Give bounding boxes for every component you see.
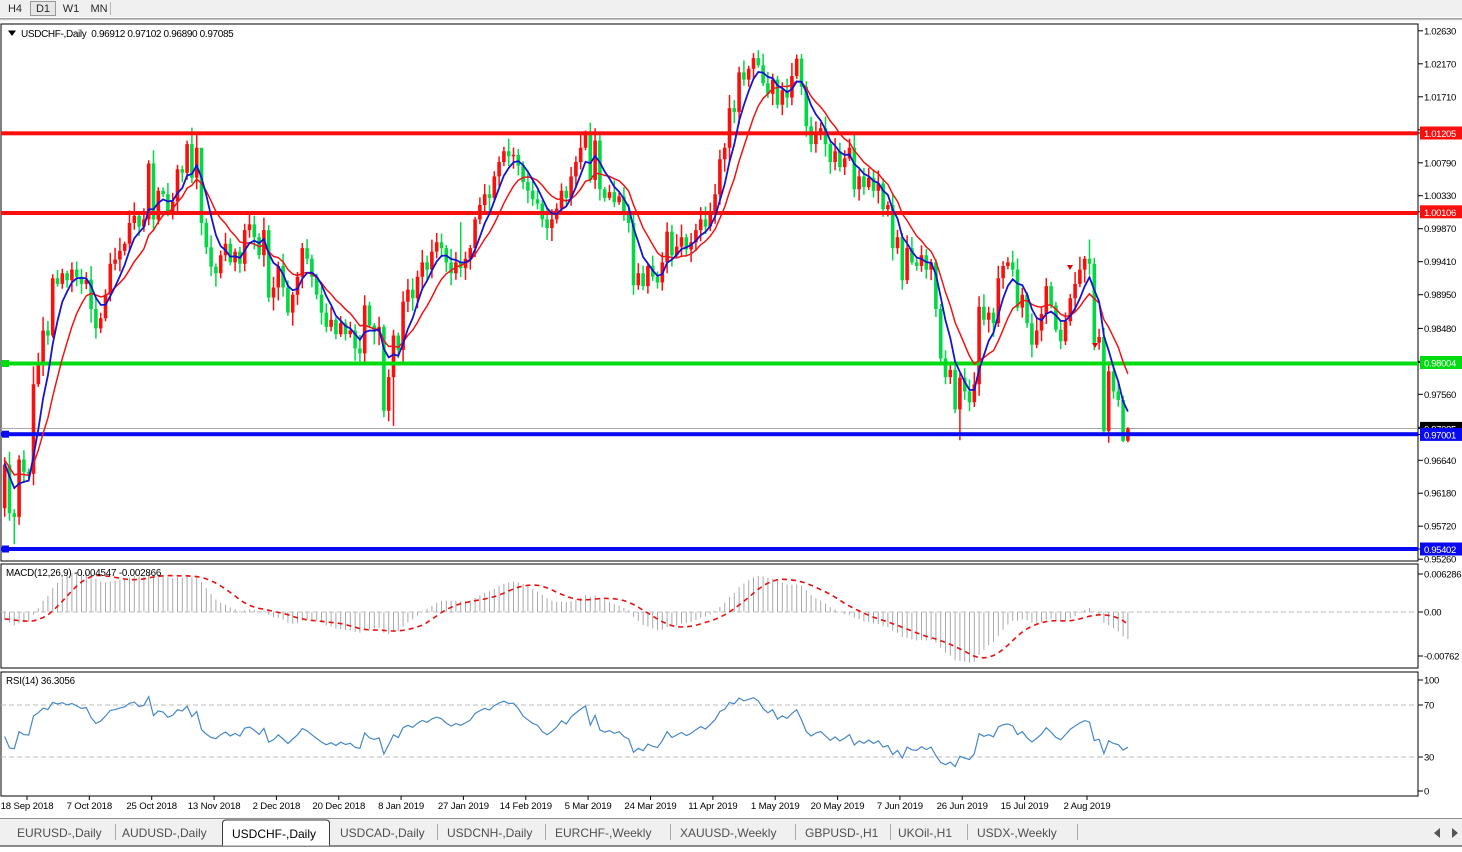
- svg-text:20 Dec 2018: 20 Dec 2018: [312, 801, 365, 812]
- svg-text:0.95720: 0.95720: [1424, 522, 1456, 533]
- svg-text:0.00: 0.00: [1424, 608, 1441, 619]
- svg-text:H4: H4: [8, 3, 22, 15]
- svg-text:0.95402: 0.95402: [1424, 545, 1456, 556]
- svg-text:AUDUSD-,Daily: AUDUSD-,Daily: [122, 826, 207, 840]
- svg-text:0.97001: 0.97001: [1424, 430, 1456, 441]
- svg-text:7 Jun 2019: 7 Jun 2019: [877, 801, 923, 812]
- svg-text:USDX-,Weekly: USDX-,Weekly: [977, 826, 1057, 840]
- svg-text:1.02170: 1.02170: [1424, 59, 1456, 70]
- svg-text:MN: MN: [90, 3, 107, 15]
- svg-text:20 May 2019: 20 May 2019: [811, 801, 865, 812]
- svg-text:8 Jan 2019: 8 Jan 2019: [378, 801, 424, 812]
- svg-text:13 Nov 2018: 13 Nov 2018: [188, 801, 241, 812]
- svg-text:30: 30: [1424, 753, 1434, 764]
- svg-text:0.95260: 0.95260: [1424, 555, 1456, 566]
- svg-text:1.01710: 1.01710: [1424, 92, 1456, 103]
- svg-text:1.00106: 1.00106: [1424, 208, 1456, 219]
- svg-text:USDCAD-,Daily: USDCAD-,Daily: [340, 826, 425, 840]
- svg-text:1.00790: 1.00790: [1424, 158, 1456, 169]
- svg-text:11 Apr 2019: 11 Apr 2019: [688, 801, 737, 812]
- svg-text:24 Mar 2019: 24 Mar 2019: [624, 801, 676, 812]
- svg-text:GBPUSD-,H1: GBPUSD-,H1: [805, 826, 879, 840]
- svg-text:0.96180: 0.96180: [1424, 489, 1456, 500]
- svg-text:0.96640: 0.96640: [1424, 456, 1456, 467]
- svg-text:14 Feb 2019: 14 Feb 2019: [500, 801, 552, 812]
- svg-text:2 Aug 2019: 2 Aug 2019: [1063, 801, 1110, 812]
- svg-text:70: 70: [1424, 701, 1434, 712]
- svg-text:0.99870: 0.99870: [1424, 224, 1456, 235]
- svg-text:0.98480: 0.98480: [1424, 324, 1456, 335]
- svg-text:0.006286: 0.006286: [1424, 570, 1461, 581]
- svg-text:1 May 2019: 1 May 2019: [751, 801, 800, 812]
- svg-text:25 Oct 2018: 25 Oct 2018: [126, 801, 177, 812]
- svg-text:0: 0: [1424, 787, 1429, 798]
- svg-text:5 Mar 2019: 5 Mar 2019: [565, 801, 612, 812]
- svg-text:0.98950: 0.98950: [1424, 290, 1456, 301]
- svg-text:1.01205: 1.01205: [1424, 129, 1456, 140]
- svg-text:EURUSD-,Daily: EURUSD-,Daily: [17, 826, 102, 840]
- svg-text:1.02630: 1.02630: [1424, 26, 1456, 37]
- svg-text:-0.00762: -0.00762: [1424, 652, 1459, 663]
- svg-text:7 Oct 2018: 7 Oct 2018: [67, 801, 112, 812]
- svg-text:USDCHF-,Daily: USDCHF-,Daily: [232, 827, 316, 841]
- svg-text:15 Jul 2019: 15 Jul 2019: [1001, 801, 1049, 812]
- svg-text:XAUUSD-,Weekly: XAUUSD-,Weekly: [680, 826, 776, 840]
- svg-text:27 Jan 2019: 27 Jan 2019: [438, 801, 489, 812]
- svg-text:UKOil-,H1: UKOil-,H1: [898, 826, 952, 840]
- svg-text:EURCHF-,Weekly: EURCHF-,Weekly: [555, 826, 651, 840]
- svg-text:0.98004: 0.98004: [1424, 359, 1456, 370]
- svg-text:0.97560: 0.97560: [1424, 390, 1456, 401]
- svg-text:100: 100: [1424, 676, 1439, 687]
- svg-text:W1: W1: [63, 3, 80, 15]
- svg-text:26 Jun 2019: 26 Jun 2019: [937, 801, 988, 812]
- svg-text:1.00330: 1.00330: [1424, 191, 1456, 202]
- svg-text:RSI(14) 36.3056: RSI(14) 36.3056: [6, 676, 76, 687]
- svg-text:MACD(12,26,9) -0.004547 -0.002: MACD(12,26,9) -0.004547 -0.002866: [6, 568, 162, 579]
- svg-text:2 Dec 2018: 2 Dec 2018: [253, 801, 301, 812]
- svg-text:D1: D1: [36, 3, 50, 15]
- svg-text:USDCNH-,Daily: USDCNH-,Daily: [447, 826, 532, 840]
- svg-text:USDCHF-,Daily 0.96912 0.97102: USDCHF-,Daily 0.96912 0.97102 0.96890 0.…: [21, 29, 234, 40]
- svg-text:0.99410: 0.99410: [1424, 257, 1456, 268]
- svg-text:18 Sep 2018: 18 Sep 2018: [1, 801, 54, 812]
